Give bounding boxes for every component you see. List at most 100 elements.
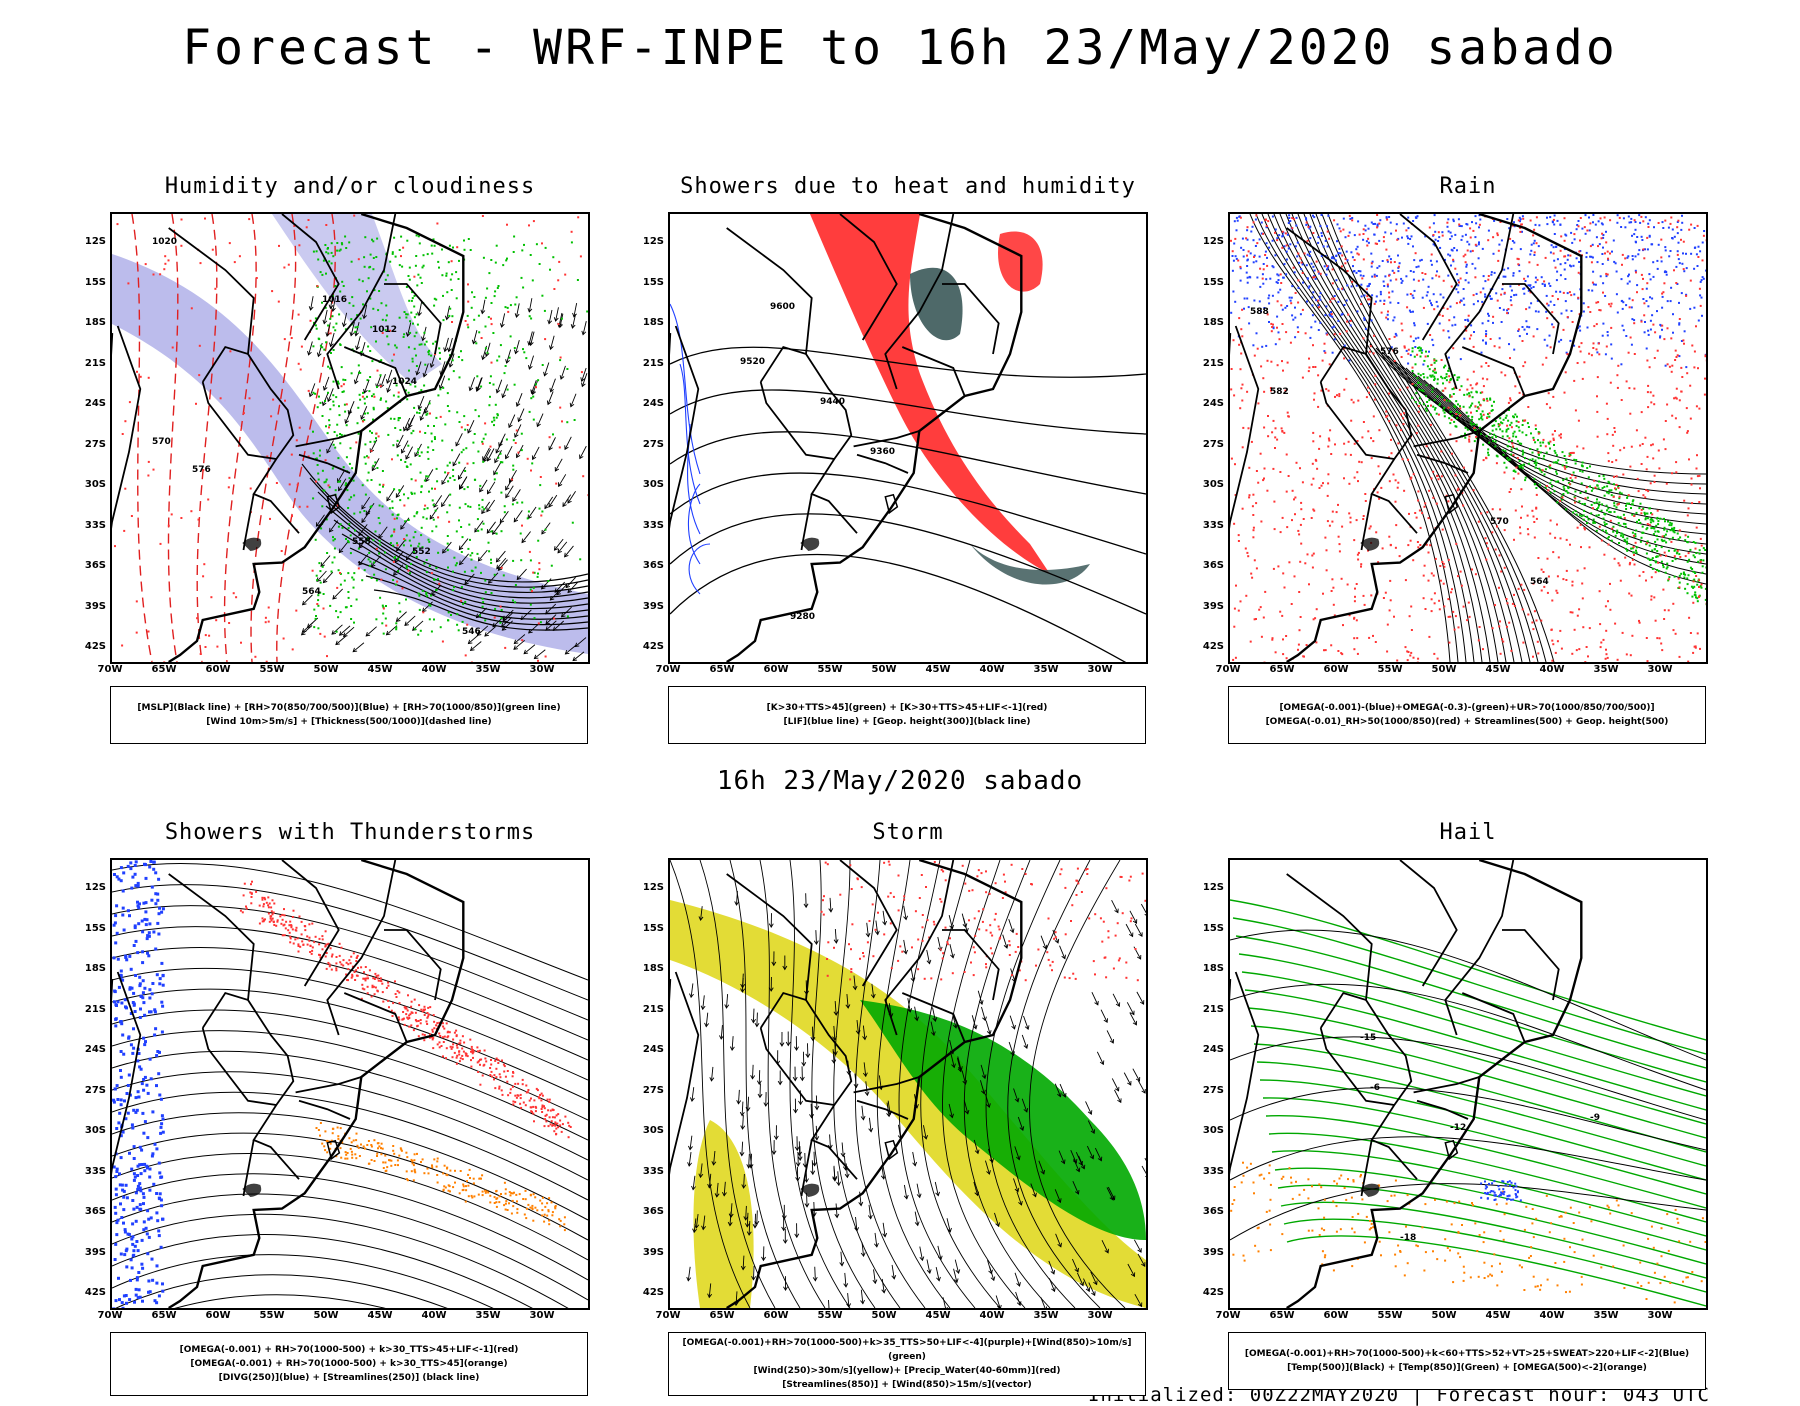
field-dot: [1478, 226, 1480, 228]
field-dot: [373, 396, 375, 398]
field-dot: [1456, 440, 1458, 442]
field-dot: [1651, 243, 1653, 245]
field-dot: [491, 323, 493, 325]
contour-line: [197, 214, 217, 662]
field-dot: [490, 446, 492, 448]
field-dot: [1536, 242, 1538, 244]
field-dot: [1686, 407, 1688, 409]
field-dot: [1606, 346, 1608, 348]
field-dot: [1470, 250, 1472, 252]
field-dot: [463, 240, 465, 242]
field-dot: [1423, 376, 1425, 378]
field-dot: [398, 396, 400, 398]
field-dot: [1495, 428, 1497, 430]
field-dot: [131, 515, 133, 517]
contour-line: [112, 927, 588, 1040]
field-dot: [1535, 224, 1537, 226]
field-dot: [1606, 485, 1608, 487]
field-dot: [417, 324, 419, 326]
field-dot: [1399, 389, 1401, 391]
field-dot: [371, 395, 373, 397]
field-dot: [1532, 234, 1534, 236]
field-dot: [1346, 284, 1348, 286]
field-dot: [1646, 542, 1648, 544]
field-dot: [1591, 504, 1593, 506]
field-dot: [364, 456, 366, 458]
field-dot: [1570, 611, 1572, 613]
field-dot: [1289, 243, 1291, 245]
field-dot: [1346, 300, 1348, 302]
field-dot: [1705, 355, 1707, 357]
field-dot: [1607, 600, 1609, 602]
field-dot: [1260, 606, 1262, 608]
field-dot: [1468, 282, 1470, 284]
field-dot: [1599, 623, 1601, 625]
field-dot: [1461, 239, 1463, 241]
field-dot: [1351, 285, 1353, 287]
field-dot: [1446, 222, 1448, 224]
field-dot: [1482, 322, 1484, 324]
field-dot: [1560, 263, 1562, 265]
field-dot: [313, 452, 315, 454]
longitude-tick-label: 40W: [1540, 664, 1565, 675]
field-dot: [1545, 257, 1547, 259]
field-dot: [1553, 253, 1555, 255]
border-line: [1400, 214, 1457, 340]
field-dot: [1704, 394, 1706, 396]
field-dot: [1337, 223, 1339, 225]
field-dot: [1428, 351, 1430, 353]
field-dot: [1699, 553, 1701, 555]
field-dot: [1468, 441, 1470, 443]
field-dot: [207, 499, 209, 501]
field-dot: [1583, 519, 1585, 521]
field-dot: [1564, 255, 1566, 257]
field-dot: [131, 876, 134, 879]
field-dot: [1646, 300, 1648, 302]
field-dot: [512, 469, 514, 471]
field-dot: [1593, 342, 1595, 344]
field-dot: [1307, 553, 1309, 555]
field-dot: [374, 441, 376, 443]
field-dot: [1668, 576, 1670, 578]
field-dot: [388, 343, 390, 345]
field-dot: [1246, 265, 1248, 267]
field-dot: [410, 492, 412, 494]
field-dot: [1235, 585, 1237, 587]
field-dot: [1451, 235, 1453, 237]
field-dot: [1431, 391, 1433, 393]
field-dot: [380, 385, 382, 387]
field-dot: [1488, 442, 1490, 444]
field-dot: [1461, 585, 1463, 587]
field-dot: [1330, 644, 1332, 646]
field-dot: [478, 504, 480, 506]
field-dot: [1639, 575, 1641, 577]
field-dot: [1422, 279, 1424, 281]
field-dot: [1279, 338, 1281, 340]
field-dot: [365, 494, 367, 496]
field-dot: [351, 296, 353, 298]
field-dot: [1668, 255, 1670, 257]
field-dot: [1483, 414, 1485, 416]
field-dot: [200, 653, 202, 655]
field-dot: [325, 273, 327, 275]
field-dot: [494, 574, 496, 576]
field-dot: [1467, 429, 1469, 431]
field-dot: [1253, 261, 1255, 263]
field-dot: [113, 873, 116, 876]
field-dot: [1316, 468, 1318, 470]
field-dot: [1549, 216, 1551, 218]
latitude-tick-label: 42S: [85, 641, 106, 652]
field-dot: [1435, 360, 1437, 362]
field-dot: [1323, 245, 1325, 247]
field-dot: [1387, 311, 1389, 313]
field-dot: [1525, 477, 1527, 479]
field-dot: [531, 462, 533, 464]
field-dot: [1606, 403, 1608, 405]
field-dot: [1646, 360, 1648, 362]
field-dot: [158, 1294, 161, 1297]
field-dot: [1443, 583, 1445, 585]
field-dot: [1305, 332, 1307, 334]
field-dot: [1386, 651, 1388, 653]
field-dot: [1374, 399, 1376, 401]
field-dot: [1703, 547, 1705, 549]
